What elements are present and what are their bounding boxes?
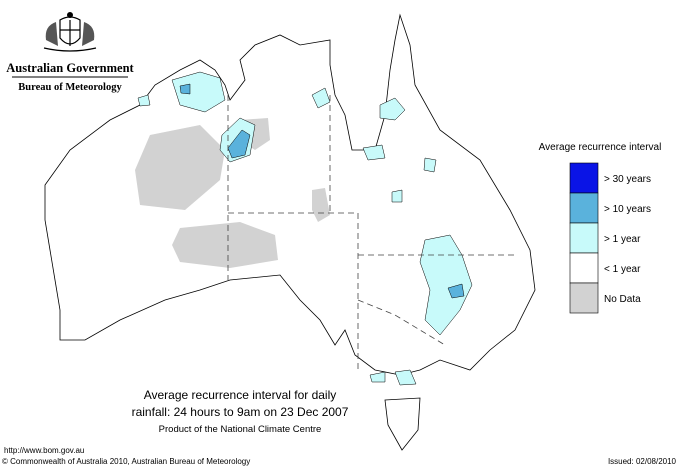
legend-swatch xyxy=(569,162,599,194)
footer-issued: Issued: 02/08/2010 xyxy=(608,457,677,466)
crest xyxy=(43,12,97,52)
legend-label: > 10 years xyxy=(604,204,651,215)
agency-name: Australian Government xyxy=(6,61,134,75)
australia-mainland xyxy=(44,13,536,376)
legend-swatch xyxy=(569,282,599,314)
legend: Average recurrence interval > 30 years > … xyxy=(539,142,662,314)
caption-credit: Product of the National Climate Centre xyxy=(159,424,322,435)
footer-url: http://www.bom.gov.au xyxy=(4,446,84,455)
legend-label: > 1 year xyxy=(604,234,641,245)
interval-areas-10y xyxy=(179,83,465,299)
state-borders xyxy=(227,95,515,370)
legend-swatch xyxy=(569,252,599,284)
legend-swatch xyxy=(569,192,599,224)
legend-label: < 1 year xyxy=(604,264,641,275)
footer-copyright: © Commonwealth of Australia 2010, Austra… xyxy=(2,457,250,466)
tasmania xyxy=(384,397,421,451)
interval-areas xyxy=(137,71,473,386)
legend-swatch xyxy=(569,222,599,254)
legend-label: > 30 years xyxy=(604,174,651,185)
caption-line: rainfall: 24 hours to 9am on 23 Dec 2007 xyxy=(132,405,349,419)
caption-line: Average recurrence interval for daily xyxy=(144,388,337,402)
legend-title: Average recurrence interval xyxy=(539,142,662,153)
bureau-name: Bureau of Meteorology xyxy=(18,82,122,93)
legend-label: No Data xyxy=(604,294,641,305)
